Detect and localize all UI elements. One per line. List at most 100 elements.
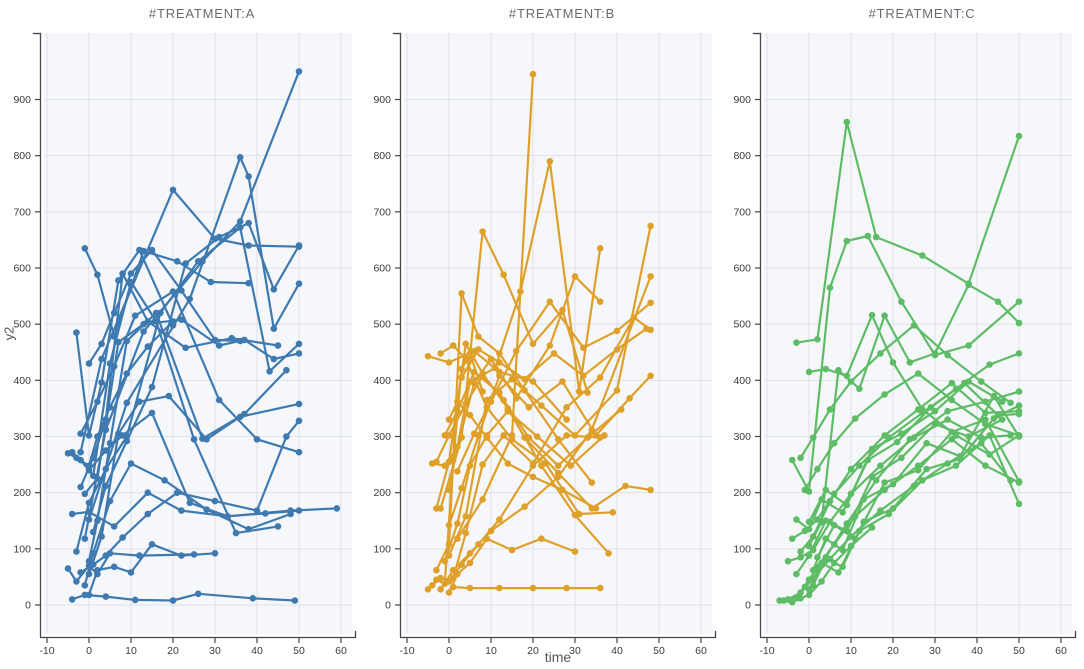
data-point-marker[interactable] xyxy=(215,396,223,404)
data-point-marker[interactable] xyxy=(830,559,838,567)
data-point-marker[interactable] xyxy=(889,359,897,366)
data-point-marker[interactable] xyxy=(232,529,240,537)
data-point-marker[interactable] xyxy=(94,271,101,279)
data-point-marker[interactable] xyxy=(525,434,533,441)
data-point-marker[interactable] xyxy=(458,561,465,568)
data-point-marker[interactable] xyxy=(931,407,939,415)
data-point-marker[interactable] xyxy=(211,550,219,557)
data-point-marker[interactable] xyxy=(102,482,110,490)
data-point-marker[interactable] xyxy=(809,434,817,441)
data-point-marker[interactable] xyxy=(215,342,223,349)
data-point-marker[interactable] xyxy=(965,281,972,289)
data-point-marker[interactable] xyxy=(437,586,444,593)
data-point-marker[interactable] xyxy=(843,118,851,126)
data-point-marker[interactable] xyxy=(877,462,884,470)
data-point-marker[interactable] xyxy=(931,350,939,357)
data-point-marker[interactable] xyxy=(94,475,101,482)
data-point-marker[interactable] xyxy=(479,372,486,380)
data-point-marker[interactable] xyxy=(64,565,72,572)
data-point-marker[interactable] xyxy=(148,246,156,254)
data-point-marker[interactable] xyxy=(77,448,84,456)
data-point-marker[interactable] xyxy=(458,365,465,373)
data-point-marker[interactable] xyxy=(546,298,554,306)
data-point-marker[interactable] xyxy=(144,343,152,350)
data-point-marker[interactable] xyxy=(173,258,181,265)
data-point-marker[interactable] xyxy=(496,584,503,592)
data-point-marker[interactable] xyxy=(818,578,825,585)
data-point-marker[interactable] xyxy=(1015,478,1023,485)
data-point-marker[interactable] xyxy=(584,434,591,441)
data-point-marker[interactable] xyxy=(613,387,621,394)
data-point-marker[interactable] xyxy=(89,550,97,557)
data-point-marker[interactable] xyxy=(554,469,562,477)
trajectory-line[interactable] xyxy=(79,419,301,574)
data-point-marker[interactable] xyxy=(847,542,855,550)
data-point-marker[interactable] xyxy=(466,584,474,592)
data-point-marker[interactable] xyxy=(462,340,470,348)
data-point-marker[interactable] xyxy=(454,520,461,527)
data-point-marker[interactable] xyxy=(236,337,244,345)
data-point-marker[interactable] xyxy=(253,507,261,514)
data-point-marker[interactable] xyxy=(793,516,800,523)
trajectory-line[interactable] xyxy=(443,410,606,563)
data-point-marker[interactable] xyxy=(119,270,126,277)
data-point-marker[interactable] xyxy=(98,340,105,348)
data-point-marker[interactable] xyxy=(521,503,528,511)
data-point-marker[interactable] xyxy=(148,383,156,391)
data-point-marker[interactable] xyxy=(73,578,80,585)
data-point-marker[interactable] xyxy=(283,433,290,440)
data-point-marker[interactable] xyxy=(563,432,570,439)
data-point-marker[interactable] xyxy=(89,528,97,536)
data-point-marker[interactable] xyxy=(295,417,303,425)
data-point-marker[interactable] xyxy=(1015,388,1023,395)
data-point-marker[interactable] xyxy=(449,456,457,464)
data-point-marker[interactable] xyxy=(843,237,851,245)
data-point-marker[interactable] xyxy=(85,462,93,470)
facet-panel[interactable]: 0 100 200 300 400 500 600 700 800 900 -10 0 10 20 30 40… xyxy=(733,32,1077,657)
data-point-marker[interactable] xyxy=(127,460,135,467)
data-point-marker[interactable] xyxy=(203,436,210,443)
data-point-marker[interactable] xyxy=(194,590,202,598)
data-point-marker[interactable] xyxy=(274,342,282,349)
data-point-marker[interactable] xyxy=(889,480,897,488)
data-point-marker[interactable] xyxy=(127,270,135,277)
data-point-marker[interactable] xyxy=(776,597,783,604)
data-point-marker[interactable] xyxy=(102,552,110,559)
data-point-marker[interactable] xyxy=(529,462,537,470)
data-point-marker[interactable] xyxy=(483,434,491,441)
data-point-marker[interactable] xyxy=(965,342,972,349)
data-point-marker[interactable] xyxy=(860,496,867,503)
data-point-marker[interactable] xyxy=(144,510,152,518)
data-point-marker[interactable] xyxy=(102,593,110,600)
data-point-marker[interactable] xyxy=(923,465,930,473)
trajectory-line[interactable] xyxy=(795,382,1021,531)
data-point-marker[interactable] xyxy=(868,524,876,531)
data-point-marker[interactable] xyxy=(851,415,859,422)
data-point-marker[interactable] xyxy=(466,350,474,357)
data-point-marker[interactable] xyxy=(814,336,821,343)
data-point-marker[interactable] xyxy=(643,325,650,333)
data-point-marker[interactable] xyxy=(1007,399,1014,407)
data-point-marker[interactable] xyxy=(872,233,880,241)
data-point-marker[interactable] xyxy=(793,339,800,347)
data-point-marker[interactable] xyxy=(1015,500,1023,508)
trajectory-line[interactable] xyxy=(87,411,301,518)
data-point-marker[interactable] xyxy=(826,406,834,413)
trajectory-line[interactable] xyxy=(79,290,301,454)
data-point-marker[interactable] xyxy=(605,550,612,557)
data-point-marker[interactable] xyxy=(245,242,252,249)
data-point-marker[interactable] xyxy=(475,346,482,353)
data-point-marker[interactable] xyxy=(102,447,110,454)
data-point-marker[interactable] xyxy=(944,416,951,423)
data-point-marker[interactable] xyxy=(571,548,579,555)
data-point-marker[interactable] xyxy=(178,507,185,514)
data-point-marker[interactable] xyxy=(496,350,503,357)
data-point-marker[interactable] xyxy=(529,70,537,78)
data-point-marker[interactable] xyxy=(270,325,278,333)
data-point-marker[interactable] xyxy=(445,589,453,596)
data-point-marker[interactable] xyxy=(123,399,131,407)
data-point-marker[interactable] xyxy=(479,496,486,503)
data-point-marker[interactable] xyxy=(994,411,1002,419)
data-point-marker[interactable] xyxy=(437,350,444,357)
data-point-marker[interactable] xyxy=(449,342,457,349)
